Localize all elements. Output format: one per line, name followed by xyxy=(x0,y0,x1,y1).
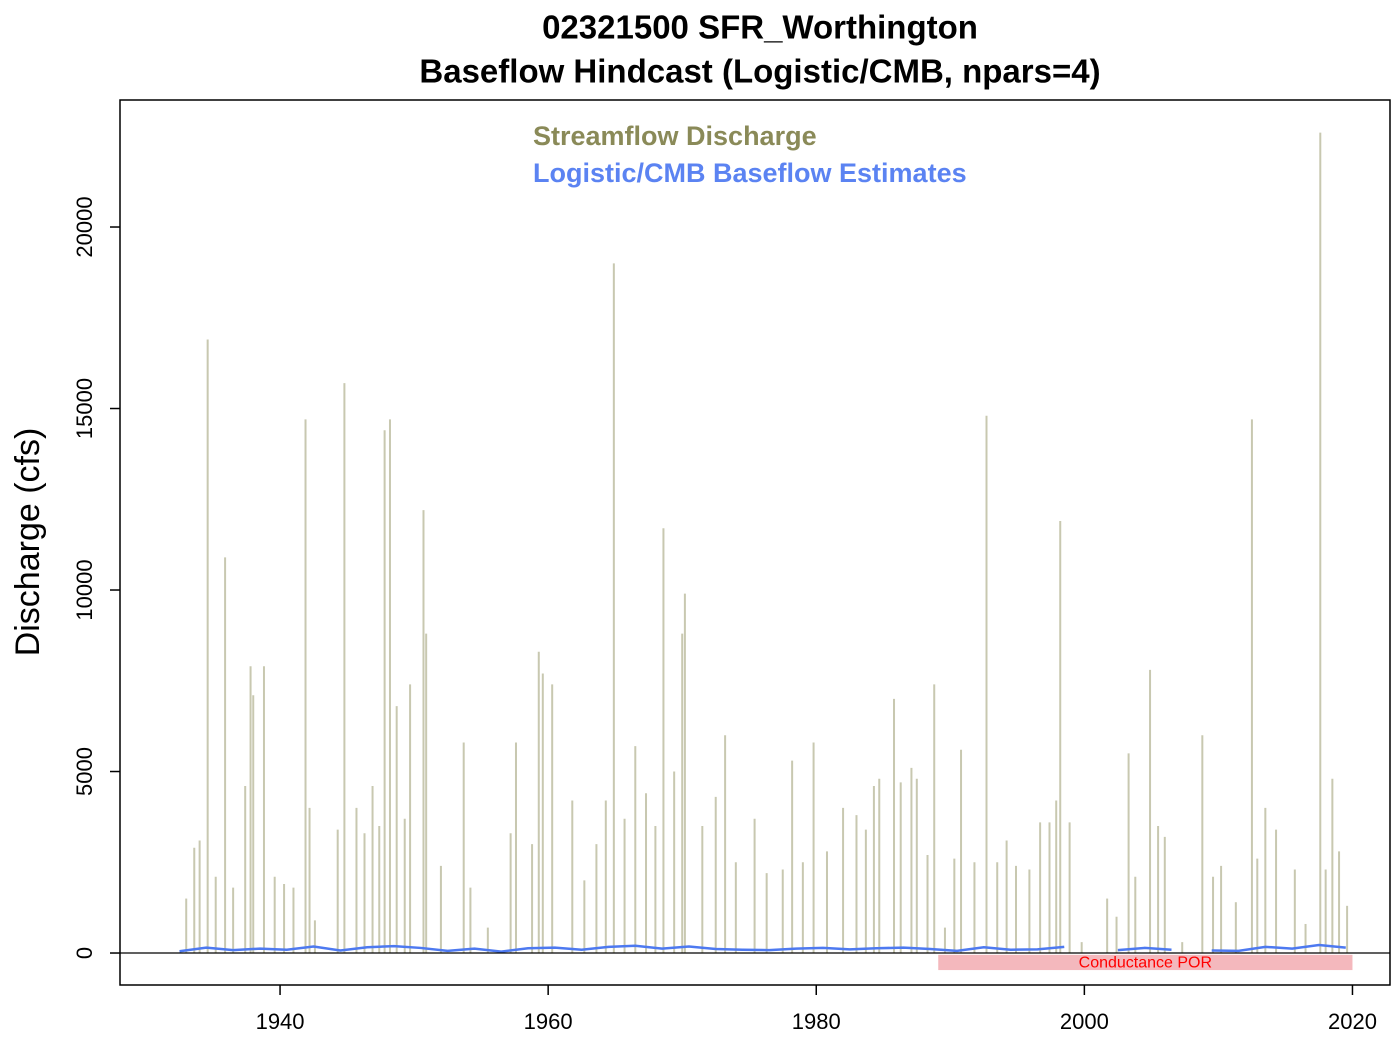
y-tick-label: 20000 xyxy=(72,196,97,257)
y-tick-label: 0 xyxy=(72,947,97,959)
chart-subtitle: Baseflow Hindcast (Logistic/CMB, npars=4… xyxy=(419,53,1100,90)
legend-entry: Logistic/CMB Baseflow Estimates xyxy=(533,158,967,188)
baseflow-line xyxy=(179,944,1065,953)
annotation-band xyxy=(938,954,1353,971)
y-axis-label: Discharge (cfs) xyxy=(9,428,47,657)
baseflow-line xyxy=(1117,946,1172,952)
chart-title: 02321500 SFR_Worthington xyxy=(542,9,978,46)
y-tick-label: 15000 xyxy=(72,378,97,439)
x-tick-label: 2020 xyxy=(1328,1009,1377,1034)
x-tick-label: 2000 xyxy=(1060,1009,1109,1034)
plot-frame xyxy=(119,99,1391,986)
y-tick-label: 10000 xyxy=(72,559,97,620)
x-tick-label: 1980 xyxy=(792,1009,841,1034)
baseflow-line xyxy=(1211,943,1346,953)
annotation-label: Conductance POR xyxy=(1079,955,1212,972)
x-tick-label: 1960 xyxy=(524,1009,573,1034)
legend-entry: Streamflow Discharge xyxy=(533,121,817,151)
x-tick-label: 1940 xyxy=(256,1009,305,1034)
y-tick-label: 5000 xyxy=(72,747,97,796)
